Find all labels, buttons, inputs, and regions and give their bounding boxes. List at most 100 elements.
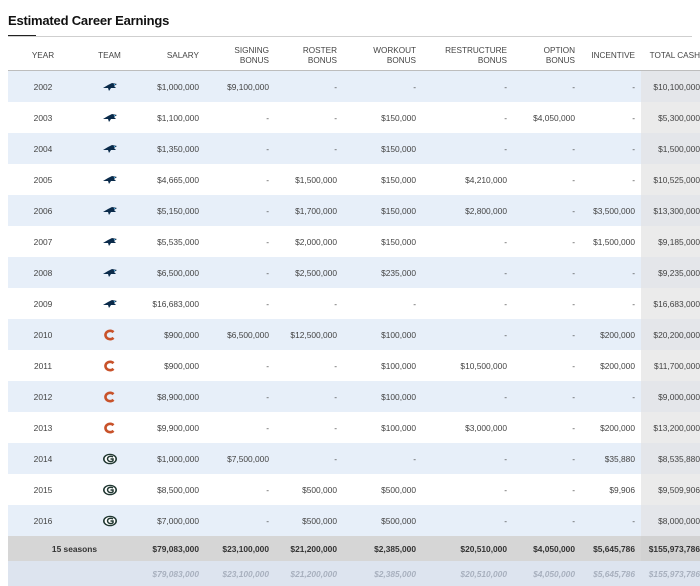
cell-salary: $8,900,000 [141, 381, 205, 412]
cell-year: 2006 [8, 195, 78, 226]
cell-team[interactable] [78, 443, 141, 474]
cell-option-bonus: - [513, 70, 581, 102]
table-row[interactable]: 2015 $8,500,000 - $500,000 $500,000 - - $9,906 $… [8, 474, 700, 505]
column-header-roster-bonus[interactable]: ROSTER BONUS [275, 42, 343, 71]
cell-restructure-bonus: - [504, 298, 507, 309]
column-header-signing-bonus[interactable]: SIGNING BONUS [205, 42, 275, 71]
table-row[interactable]: 2011 $900,000 - - $100,000 $10,500,000 - $200,0… [8, 350, 700, 381]
cell-team[interactable] [78, 164, 141, 195]
column-header-salary[interactable]: SALARY [141, 42, 205, 71]
cell-option-bonus: - [572, 174, 575, 185]
cell-restructure-bonus: $3,000,000 [465, 422, 507, 433]
cell-total-cash: $11,700,000 [641, 350, 700, 381]
cell-signing-bonus: - [266, 174, 269, 185]
cell-year: 2016 [8, 505, 78, 536]
summary-restructure-bonus: $20,510,000 [422, 561, 513, 586]
table-header-row: YEAR TEAM SALARY SIGNING BONUS ROSTER BONUS W… [8, 42, 700, 71]
cell-year: 2005 [33, 174, 53, 185]
cell-team[interactable] [78, 350, 141, 381]
packers-g-logo-icon [102, 515, 117, 526]
cell-option-bonus: $4,050,000 [533, 112, 575, 123]
cell-year: 2008 [8, 257, 78, 288]
cell-team[interactable] [78, 505, 141, 536]
cell-incentive: - [581, 257, 641, 288]
panthers-logo-icon [102, 299, 117, 308]
cell-signing-bonus: - [205, 133, 275, 164]
column-header-restructure-bonus[interactable]: RESTRUCTURE BONUS [422, 42, 513, 71]
cell-roster-bonus: - [275, 70, 343, 102]
cell-salary: $6,500,000 [141, 257, 205, 288]
cell-signing-bonus: - [205, 257, 275, 288]
summary-roster-bonus: $21,200,000 [275, 561, 343, 586]
table-row[interactable]: 2005 $4,665,000 - $1,500,000 $150,000 $4,210,… [8, 164, 700, 195]
cell-workout-bonus: $100,000 [343, 319, 422, 350]
cell-team[interactable] [78, 102, 141, 133]
panthers-logo-icon [102, 82, 117, 91]
packers-g-logo-icon [102, 453, 117, 464]
cell-incentive: - [581, 505, 641, 536]
cell-team[interactable] [78, 226, 141, 257]
cell-team[interactable] [78, 70, 141, 102]
cell-salary: $1,100,000 [157, 112, 199, 123]
table-row[interactable]: 2006 $5,150,000- $1,700,000 $150,000 $2,800,… [8, 195, 700, 226]
cell-team[interactable] [78, 133, 141, 164]
table-row[interactable]: 2004 $1,350,000- - $150,000- - - $1,500,000 [8, 133, 700, 164]
cell-salary: $1,350,000 [141, 133, 205, 164]
cell-year: 2009 [33, 298, 53, 309]
cell-workout-bonus: - [343, 443, 422, 474]
cell-restructure-bonus: - [422, 443, 513, 474]
cell-year: 2007 [33, 236, 53, 247]
cell-roster-bonus: $1,700,000 [275, 195, 343, 226]
cell-roster-bonus: $2,500,000 [275, 257, 343, 288]
summary-total-cash: $155,973,786 [641, 561, 700, 586]
cell-restructure-bonus: - [504, 484, 507, 495]
cell-option-bonus: - [513, 381, 581, 412]
cell-team[interactable] [78, 381, 141, 412]
cell-incentive: - [632, 112, 635, 123]
table-row[interactable]: 2013 $9,900,000 - - $100,000 $3,000,000 - $200,… [8, 412, 700, 443]
cell-total-cash: $9,000,000 [641, 381, 700, 412]
cell-incentive: $200,000 [600, 360, 635, 371]
table-row[interactable]: 2016 $7,000,000- $500,000 $500,000- - - $8,000… [8, 505, 700, 536]
summary-label: 15 seasons [8, 536, 141, 561]
cell-roster-bonus: $500,000 [275, 505, 343, 536]
cell-year: 2012 [8, 381, 78, 412]
cell-workout-bonus: - [343, 70, 422, 102]
cell-workout-bonus: $235,000 [343, 257, 422, 288]
column-header-option-bonus[interactable]: OPTION BONUS [513, 42, 581, 71]
cell-year: 2013 [33, 422, 53, 433]
cell-team[interactable] [78, 257, 141, 288]
summary-label [8, 561, 141, 586]
cell-team[interactable] [78, 319, 141, 350]
summary-restructure-bonus: $20,510,000 [422, 536, 513, 561]
column-header-total-cash[interactable]: TOTAL CASH [641, 42, 700, 71]
table-row[interactable]: 2014 $1,000,000 $7,500,000- - - - $35,880 $8,53… [8, 443, 700, 474]
cell-incentive: $1,500,000 [593, 236, 635, 247]
bears-c-logo-icon [103, 422, 114, 433]
column-header-workout-bonus[interactable]: WORKOUT BONUS [343, 42, 422, 71]
summary-signing-bonus: $23,100,000 [205, 536, 275, 561]
panthers-logo-icon [102, 144, 117, 153]
table-row[interactable]: 2010 $900,000 $6,500,000 $12,500,000 $100,00… [8, 319, 700, 350]
column-header-incentive[interactable]: INCENTIVE [581, 42, 641, 71]
cell-total-cash: $8,535,880 [641, 443, 700, 474]
table-row[interactable]: 2009 $16,683,000- - - - - - $16,683,000 [8, 288, 700, 319]
table-row[interactable]: 2012 $8,900,000- - $100,000- - - $9,000,000 [8, 381, 700, 412]
cell-salary: $5,150,000 [141, 195, 205, 226]
cell-option-bonus: - [572, 236, 575, 247]
cell-option-bonus: - [513, 133, 581, 164]
cell-signing-bonus: - [266, 484, 269, 495]
table-row[interactable]: 2002 $1,000,000 $9,100,000- - - - - $10,100,000 [8, 70, 700, 102]
cell-team[interactable] [78, 288, 141, 319]
cell-team[interactable] [78, 474, 141, 505]
cell-team[interactable] [78, 412, 141, 443]
cell-total-cash: $1,500,000 [641, 133, 700, 164]
column-header-team[interactable]: TEAM [78, 42, 141, 71]
table-row[interactable]: 2008 $6,500,000- $2,500,000 $235,000- - - $9,2… [8, 257, 700, 288]
cell-team[interactable] [78, 195, 141, 226]
table-row[interactable]: 2003 $1,100,000- - $150,000- $4,050,000- $5,3… [8, 102, 700, 133]
table-row[interactable]: 2007 $5,535,000 - $2,000,000 $150,000 - - $1,50… [8, 226, 700, 257]
cell-workout-bonus: $500,000 [343, 505, 422, 536]
column-header-year[interactable]: YEAR [8, 42, 78, 71]
page-title: Estimated Career Earnings [8, 13, 170, 28]
